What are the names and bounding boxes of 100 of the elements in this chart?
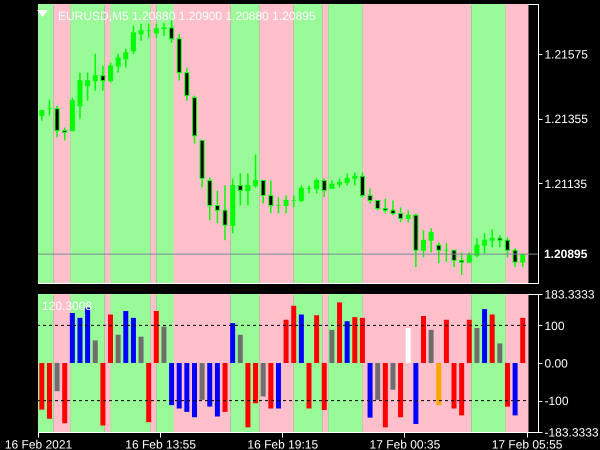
bar: [497, 343, 502, 363]
candlestick: [39, 110, 44, 122]
candlestick: [108, 62, 114, 84]
bar: [116, 334, 121, 363]
bar: [268, 363, 274, 409]
bar: [329, 330, 334, 363]
bar: [406, 328, 411, 363]
candlestick: [504, 236, 510, 258]
candlestick: [268, 180, 274, 214]
bar: [291, 306, 296, 363]
candlestick: [245, 172, 250, 206]
bar: [398, 363, 404, 418]
x-tick-label: 16 Feb 2021: [4, 438, 73, 450]
bar: [466, 320, 472, 363]
y-tick-label: 100: [544, 318, 565, 333]
candlestick: [260, 180, 266, 204]
bar: [214, 363, 220, 416]
candlestick: [382, 198, 388, 214]
candlestick: [497, 234, 502, 248]
candlestick: [459, 252, 464, 276]
candlestick: [390, 200, 396, 216]
candlestick: [314, 178, 320, 194]
bar: [490, 314, 495, 363]
y-tick-label: -100: [544, 394, 569, 408]
candlestick: [375, 200, 380, 211]
candlestick: [222, 184, 228, 242]
bar: [54, 363, 60, 392]
candlestick: [116, 53, 121, 74]
candlestick: [238, 172, 243, 206]
bar: [360, 318, 365, 363]
candlestick: [54, 104, 60, 138]
bar: [176, 363, 182, 409]
bar: [123, 311, 128, 363]
bar: [169, 363, 174, 406]
candlestick: [406, 209, 411, 224]
candlestick: [428, 227, 434, 254]
bar: [62, 363, 68, 424]
candlestick: [352, 172, 358, 186]
ref-line-label: 1.20895: [544, 247, 588, 262]
bar: [184, 363, 190, 412]
bar: [207, 363, 212, 407]
bar: [253, 363, 258, 404]
bar: [306, 363, 312, 409]
bar: [138, 336, 144, 363]
candlestick: [360, 172, 365, 198]
candlestick: [344, 172, 350, 186]
candlestick: [368, 188, 373, 204]
bar: [520, 318, 526, 363]
bar: [382, 363, 388, 428]
candlestick: [322, 178, 327, 198]
x-tick-label: 17 Feb 05:55: [492, 438, 563, 450]
bar: [77, 318, 82, 363]
bar: [474, 328, 480, 363]
x-tick-label: 16 Feb 13:55: [125, 438, 196, 450]
candlestick: [482, 232, 488, 254]
y-tick-label: 1.21135: [544, 176, 588, 191]
candlestick: [85, 72, 90, 102]
bar: [276, 363, 281, 409]
candlestick: [92, 53, 98, 92]
candlestick: [452, 250, 457, 268]
bar: [428, 330, 434, 363]
bar: [482, 309, 488, 363]
bar: [420, 316, 426, 363]
bar: [284, 320, 289, 363]
candlestick: [123, 48, 128, 68]
x-tick-label: 17 Feb 00:35: [370, 438, 441, 450]
bar: [260, 363, 266, 396]
candlestick: [214, 190, 220, 224]
bar: [375, 363, 380, 400]
bar: [344, 321, 350, 363]
bar: [314, 315, 320, 363]
candlestick: [62, 126, 68, 142]
candlestick: [154, 22, 159, 39]
candlestick: [398, 206, 404, 224]
bar: [459, 363, 464, 416]
bar: [368, 363, 373, 418]
bar: [337, 302, 342, 363]
candlestick: [253, 154, 258, 188]
candlestick: [337, 178, 342, 188]
bar: [413, 363, 418, 424]
bar: [452, 363, 457, 409]
candlestick: [466, 252, 472, 264]
bar: [504, 363, 510, 407]
candlestick: [490, 228, 495, 248]
candlestick: [520, 252, 526, 268]
y-tick-label: 183.3333: [544, 288, 595, 302]
candlestick: [138, 22, 144, 42]
candlestick: [284, 194, 289, 214]
candlestick: [420, 230, 426, 258]
bar: [39, 363, 44, 410]
y-tick-label: 1.21355: [544, 112, 588, 126]
y-tick-label: -183.3333: [544, 426, 599, 440]
bar: [436, 363, 442, 406]
bar: [230, 323, 236, 363]
bar: [92, 340, 98, 363]
bar: [298, 314, 304, 363]
bar: [222, 363, 228, 412]
bar: [512, 363, 518, 416]
candlestick: [184, 66, 190, 102]
bar: [46, 363, 52, 419]
